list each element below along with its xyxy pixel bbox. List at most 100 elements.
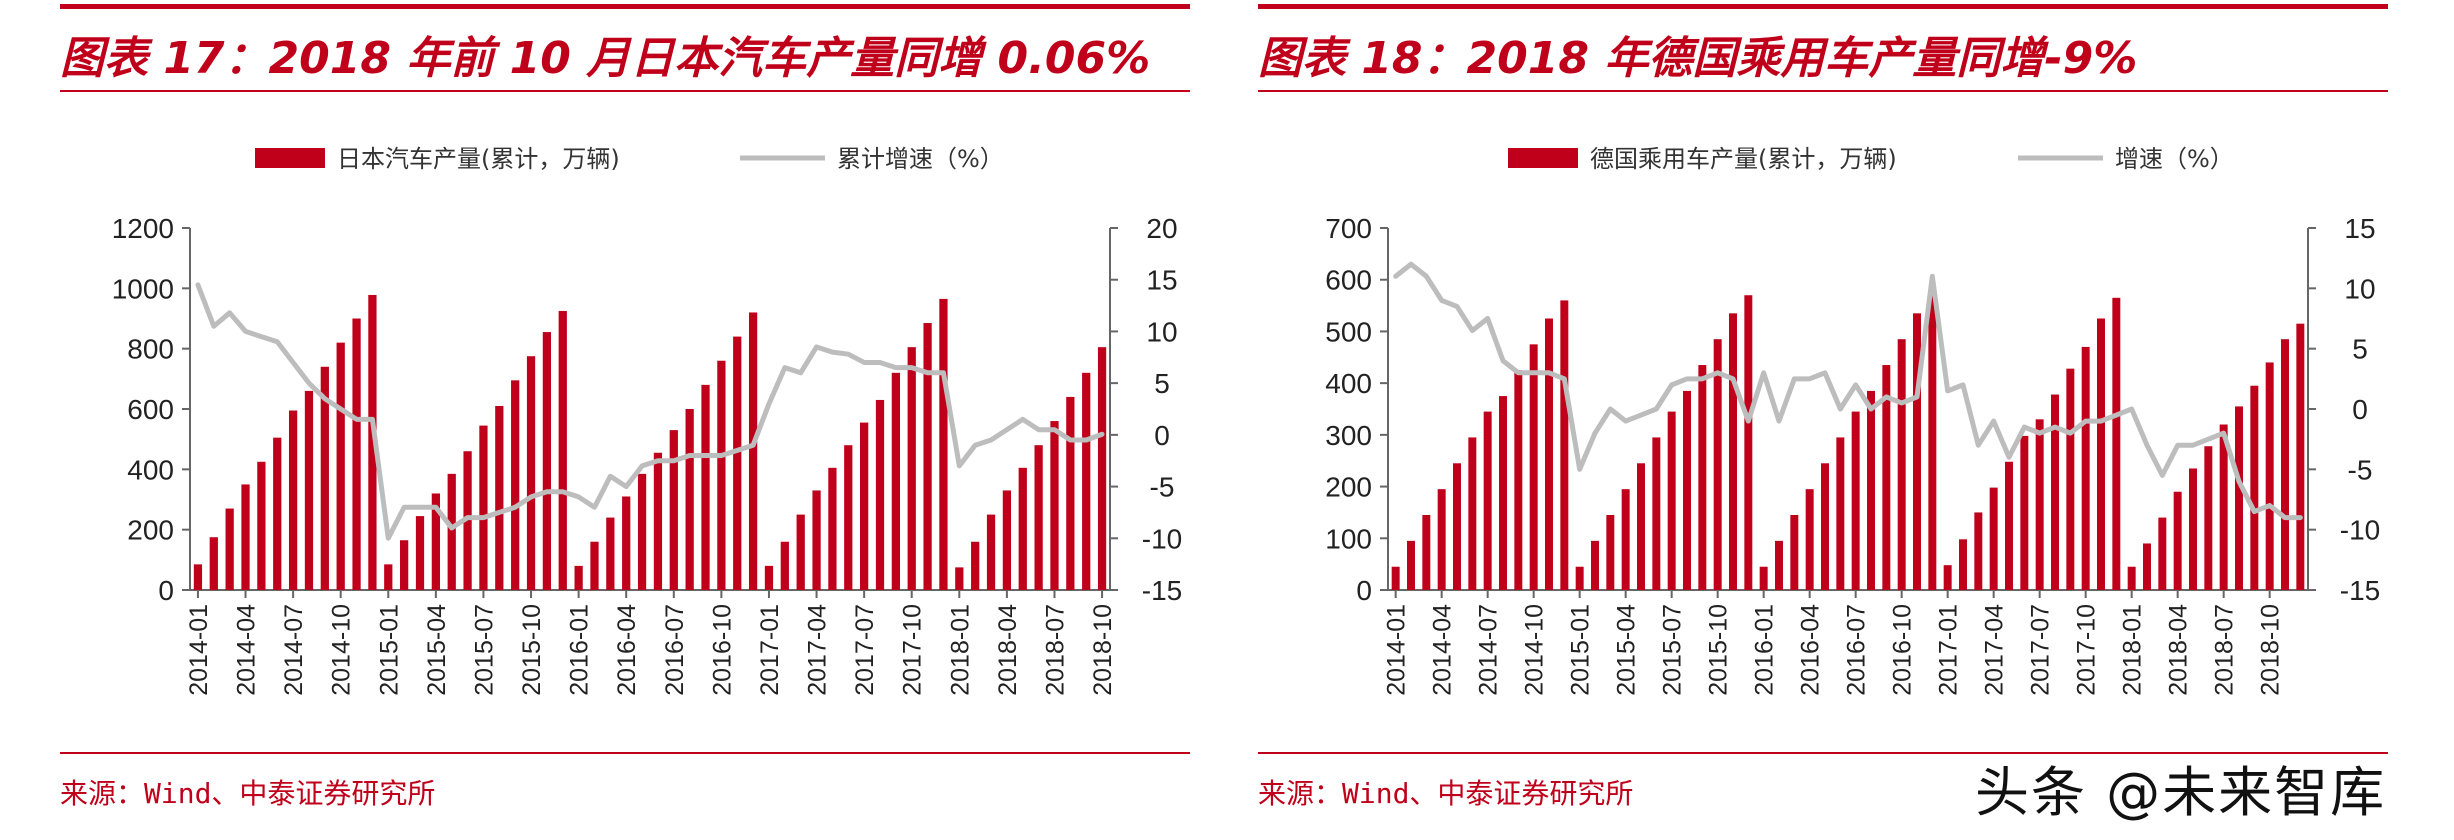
bar (828, 467, 837, 590)
x-axis-tick-label: 2014-01 (185, 604, 213, 696)
bar (431, 493, 440, 590)
growth-line (195, 282, 1105, 541)
figure-title: 图表 17：2018 年前 10 月日本汽车产量同增 0.06% (60, 33, 1151, 84)
bar (891, 372, 900, 590)
x-axis-tick-label: 2015-10 (1705, 604, 1733, 696)
bar (2035, 419, 2044, 590)
bar (1606, 515, 1615, 590)
bar (2250, 385, 2259, 590)
bar (1974, 512, 1983, 590)
bar (1545, 318, 1553, 590)
title-bottom-rule (1258, 90, 2388, 92)
legend-bar-swatch (1508, 148, 1578, 168)
x-axis-tick-label: 2018-01 (2119, 604, 2147, 696)
x-axis-tick-label: 2016-04 (1797, 604, 1825, 696)
bar (241, 484, 250, 590)
x-axis-tick-label: 2016-07 (1843, 604, 1871, 696)
source-top-rule (1258, 752, 2388, 754)
bar (1018, 467, 1027, 590)
bar (1713, 339, 1722, 590)
bar (1913, 313, 1921, 590)
x-axis-tick-label: 2016-10 (708, 604, 736, 696)
bar (653, 452, 663, 590)
bar (2127, 566, 2136, 590)
figure-18: 图表 18：2018 年德国乘用车产量同增-9% 德国乘用车产量(累计，万辆) 增… (1258, 0, 2388, 840)
bar (1928, 292, 1937, 590)
title-bottom-rule (60, 90, 1190, 92)
figure-title: 图表 18：2018 年德国乘用车产量同增-9% (1258, 33, 2138, 84)
x-axis-tick-label: 2015-01 (1567, 604, 1595, 696)
bar (1959, 539, 1967, 590)
left-axis-tick-label: 0 (158, 575, 174, 606)
x-axis-tick-label: 2018-04 (994, 604, 1022, 696)
left-axis-tick-label: 200 (1325, 472, 1372, 503)
bar (1821, 463, 1829, 590)
x-axis-tick-label: 2015-04 (1613, 604, 1641, 696)
bar (1683, 390, 1691, 590)
bar (526, 356, 536, 590)
bar (1097, 347, 1107, 590)
bar (1867, 390, 1875, 590)
bar (1483, 411, 1492, 590)
x-axis-tick-label: 2017-01 (1935, 604, 1963, 696)
left-axis-tick-label: 600 (127, 394, 174, 425)
bar (860, 422, 869, 590)
bar (558, 310, 567, 590)
x-axis-tick-label: 2014-04 (233, 604, 261, 696)
x-axis-tick-label: 2018-10 (1089, 604, 1117, 696)
bar (2097, 318, 2105, 590)
left-axis-tick-label: 100 (1325, 523, 1372, 554)
bar (1422, 515, 1431, 590)
bar (2112, 297, 2121, 590)
bar (336, 342, 345, 590)
right-axis-tick-label: -5 (1150, 472, 1175, 503)
chart-japan-auto-production: 日本汽车产量(累计，万辆) 累计增速（%）02004006008001000120… (112, 145, 1183, 696)
bar (2219, 424, 2228, 590)
bar (1698, 365, 1707, 590)
right-axis-tick-label: 5 (1154, 368, 1170, 399)
bar (1407, 540, 1415, 590)
bar (1453, 463, 1461, 590)
bar (1050, 421, 1059, 590)
bar (907, 347, 916, 590)
source-note: 来源：Wind、中泰证券研究所 (1258, 777, 1634, 810)
x-axis-tick-label: 2015-10 (518, 604, 546, 696)
bar (320, 366, 329, 590)
bar (606, 517, 615, 590)
right-axis-tick-label: -10 (1142, 523, 1182, 554)
x-axis-tick-label: 2014-10 (328, 604, 356, 696)
x-axis-tick-label: 2017-10 (899, 604, 927, 696)
bar (701, 384, 710, 590)
watermark: 头条 @未来智库 (1975, 761, 2387, 824)
bar (844, 445, 853, 590)
bar (923, 323, 932, 590)
bar (1790, 515, 1799, 590)
bar (368, 294, 377, 590)
bar (1851, 411, 1860, 590)
bar (1514, 370, 1523, 590)
left-axis-tick-label: 300 (1325, 420, 1372, 451)
legend-bar-label: 德国乘用车产量(累计，万辆) (1590, 145, 1897, 173)
bar (2265, 362, 2274, 590)
bar (479, 425, 488, 590)
bar (1591, 540, 1599, 590)
right-axis-tick-label: 15 (1146, 265, 1177, 296)
left-axis-tick-label: 800 (127, 334, 174, 365)
left-axis-tick-label: 600 (1325, 265, 1372, 296)
left-axis-tick-label: 1000 (112, 273, 174, 304)
bar (2143, 543, 2151, 590)
x-axis-tick-label: 2018-10 (2257, 604, 2285, 696)
bar (257, 461, 266, 590)
right-axis-tick-label: 20 (1146, 213, 1177, 244)
bar (812, 490, 821, 590)
bar (1637, 463, 1645, 590)
bar (780, 541, 789, 590)
x-axis-tick-label: 2016-01 (566, 604, 594, 696)
bar (574, 565, 583, 590)
x-axis-tick-label: 2014-01 (1383, 604, 1411, 696)
bar (225, 508, 234, 590)
right-axis-tick-label: 15 (2344, 213, 2375, 244)
bar (1082, 372, 1091, 590)
x-axis-tick-label: 2018-07 (1041, 604, 1069, 696)
bar (875, 399, 885, 590)
